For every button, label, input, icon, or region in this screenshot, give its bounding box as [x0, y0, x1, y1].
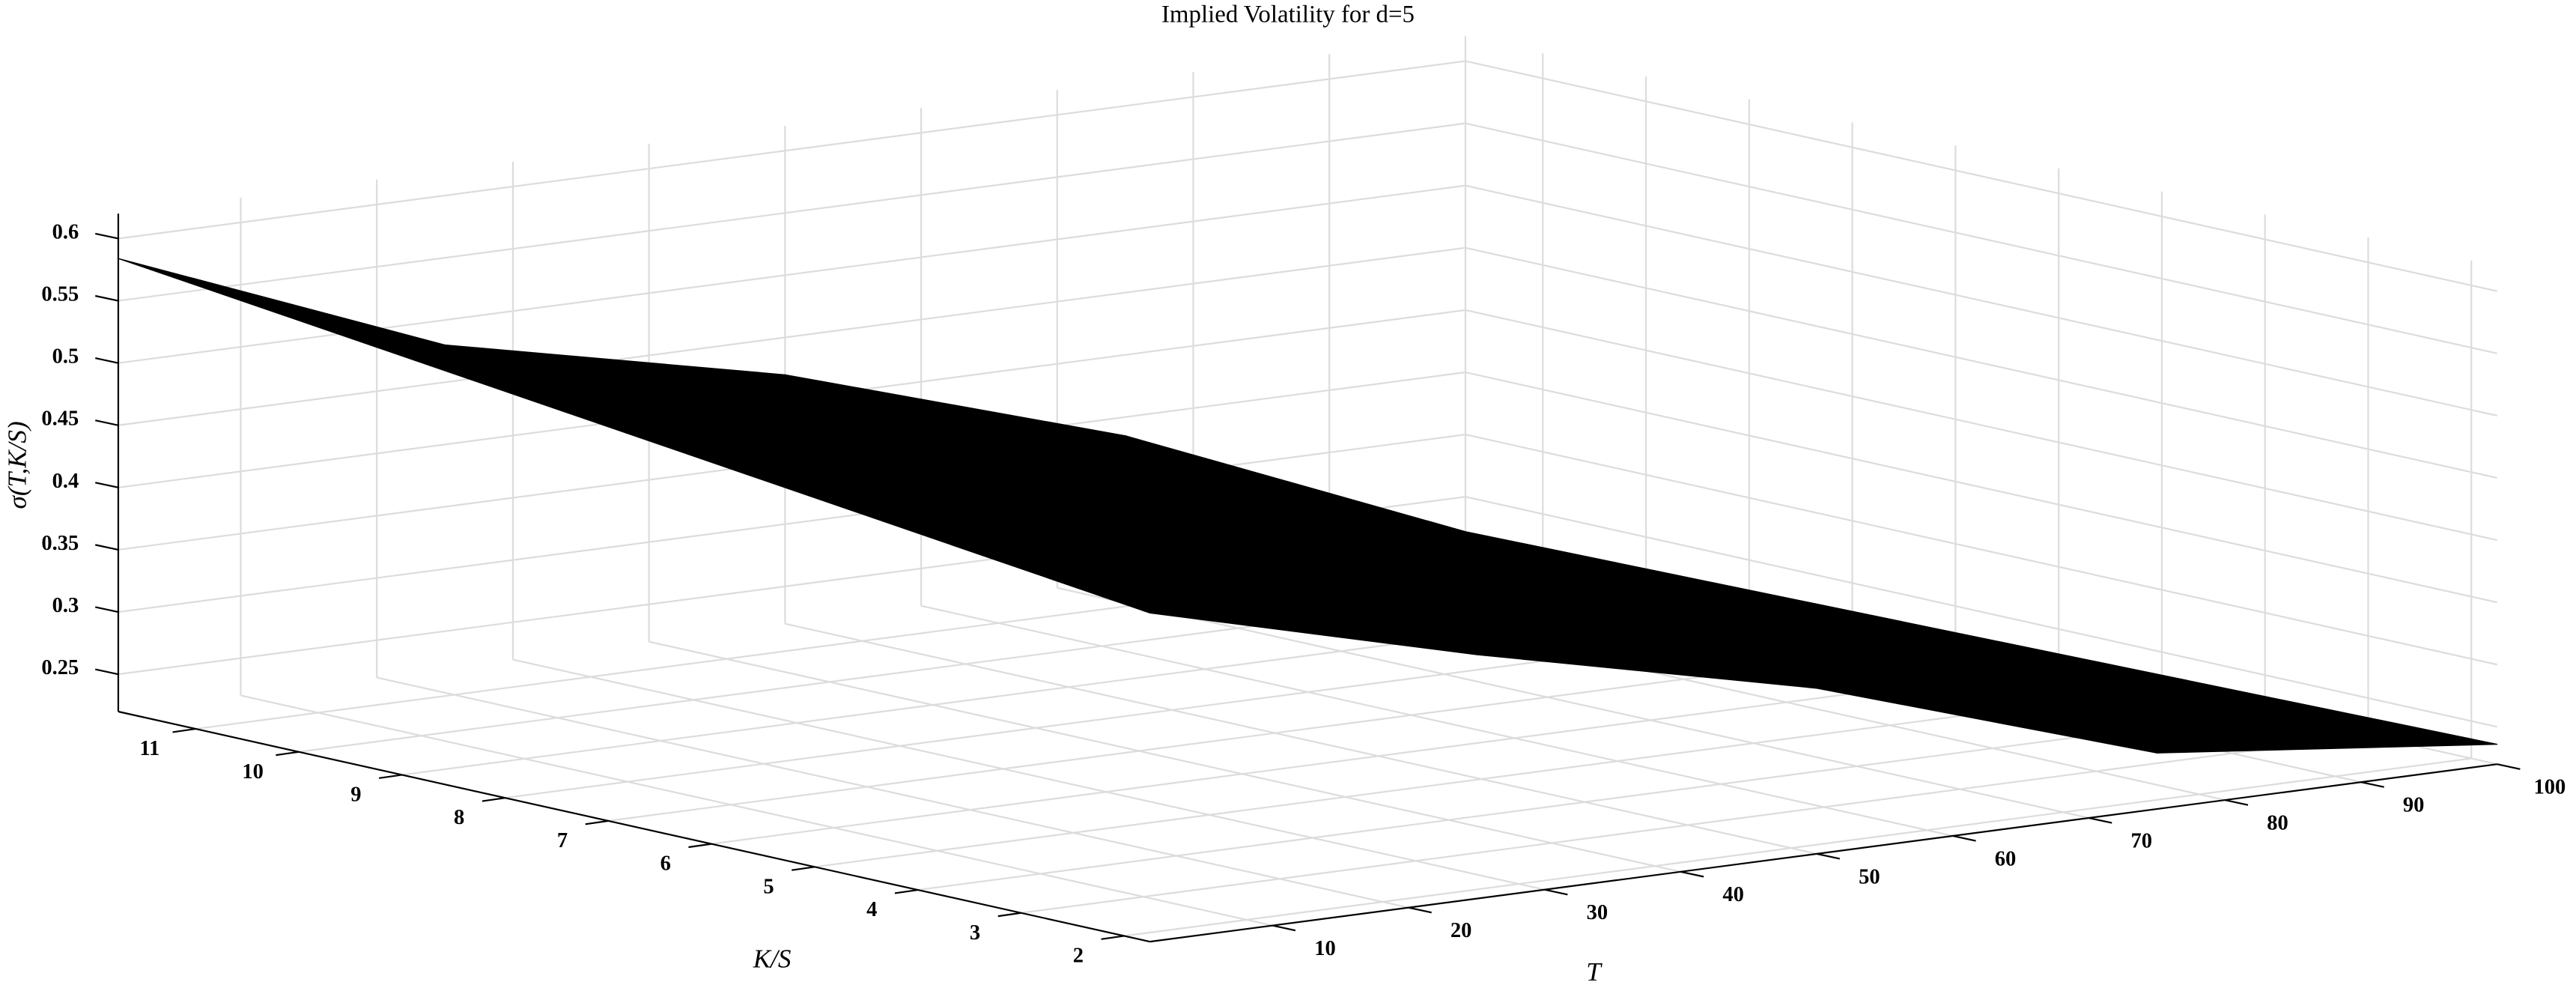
- y-tick: [1272, 924, 1296, 932]
- z-tick: [95, 544, 119, 551]
- x-tick: [172, 727, 196, 733]
- y-axis: [1149, 763, 2497, 943]
- y-tick: [2497, 763, 2521, 770]
- x-tick-label: 4: [866, 898, 877, 921]
- z-tick: [95, 294, 119, 302]
- z-tick-label: 0.25: [41, 656, 79, 679]
- x-tick-label: 9: [350, 784, 361, 807]
- grid-line: [917, 712, 2265, 891]
- y-tick-label: 20: [1450, 919, 1472, 942]
- grid-line: [785, 622, 1817, 855]
- x-tick-label: 5: [763, 875, 774, 898]
- grid-line: [1465, 184, 2497, 416]
- x-tick: [585, 819, 609, 825]
- x-tick: [1101, 935, 1125, 940]
- y-tick: [1952, 834, 1976, 842]
- grid-line: [240, 694, 1273, 927]
- x-tick-label: 7: [557, 829, 568, 852]
- x-tick-label: 10: [242, 760, 264, 784]
- y-tick-label: 60: [1995, 847, 2017, 870]
- grid-line: [1465, 309, 2497, 542]
- y-tick: [1816, 852, 1841, 860]
- x-tick: [482, 797, 505, 802]
- z-tick-label: 0.5: [52, 345, 79, 369]
- y-tick: [2225, 798, 2249, 806]
- y-tick: [2089, 816, 2112, 824]
- grid-line: [376, 676, 1409, 909]
- z-tick: [95, 357, 119, 364]
- y-tick: [1544, 888, 1568, 896]
- x-tick: [792, 866, 815, 871]
- z-tick-label: 0.4: [52, 470, 79, 493]
- y-tick-label: 40: [1722, 883, 1744, 906]
- x-tick: [378, 774, 402, 779]
- grid-line: [814, 688, 2163, 868]
- surface-patch: [444, 344, 1817, 689]
- surface-patch: [1124, 435, 2498, 754]
- chart-title: Implied Volatility for d=5: [1161, 1, 1415, 28]
- x-tick: [894, 888, 918, 894]
- x-axis-label: K/S: [753, 945, 792, 974]
- y-tick: [1680, 870, 1704, 878]
- z-tick: [95, 419, 119, 426]
- grid-line: [1021, 734, 2369, 914]
- surface-patch: [118, 258, 1477, 655]
- z-tick-label: 0.35: [41, 532, 79, 555]
- grid-line: [1057, 587, 2089, 819]
- z-tick: [95, 606, 119, 613]
- x-tick-label: 2: [1073, 945, 1084, 968]
- grid-line: [1465, 122, 2497, 354]
- z-tick-label: 0.55: [41, 283, 79, 306]
- grid-line: [512, 658, 1545, 891]
- grid-line: [118, 246, 1466, 426]
- x-tick: [276, 751, 300, 757]
- y-axis-label: T: [1586, 957, 1603, 987]
- x-tick-label: 3: [970, 921, 980, 945]
- y-tick-label: 100: [2534, 776, 2566, 799]
- z-tick: [95, 482, 119, 488]
- z-tick: [95, 232, 119, 240]
- z-tick-label: 0.6: [52, 220, 79, 243]
- grid-line: [711, 665, 2059, 845]
- y-tick: [1408, 906, 1432, 914]
- surface-patch: [784, 374, 2158, 754]
- grid-line: [1124, 757, 2472, 937]
- x-axis: [118, 710, 1150, 943]
- z-tick-label: 0.45: [41, 407, 79, 431]
- grid-line: [1465, 246, 2497, 479]
- z-tick-label: 0.3: [52, 594, 79, 617]
- y-tick-label: 50: [1859, 865, 1880, 888]
- y-tick-label: 10: [1314, 937, 1336, 960]
- grid-line: [1465, 371, 2497, 604]
- grid-line: [920, 604, 1954, 837]
- grid-line: [1465, 434, 2497, 666]
- grid-line: [1465, 496, 2497, 728]
- x-tick-label: 8: [454, 806, 464, 829]
- y-tick-label: 90: [2403, 794, 2425, 817]
- grid-line: [1465, 60, 2497, 292]
- y-tick-label: 70: [2130, 829, 2152, 852]
- z-axis-label: σ(T,K/S): [2, 421, 31, 509]
- z-tick: [95, 668, 119, 676]
- x-tick: [997, 912, 1021, 918]
- x-tick-label: 6: [660, 852, 671, 876]
- grid-line: [118, 122, 1466, 302]
- grid-line: [118, 60, 1466, 240]
- x-tick: [688, 843, 712, 849]
- x-tick-label: 11: [139, 737, 160, 760]
- grid-line: [118, 434, 1466, 613]
- grid-line: [648, 640, 1681, 873]
- y-tick-label: 30: [1587, 901, 1609, 924]
- y-tick-label: 80: [2267, 812, 2288, 835]
- y-tick: [2360, 781, 2384, 788]
